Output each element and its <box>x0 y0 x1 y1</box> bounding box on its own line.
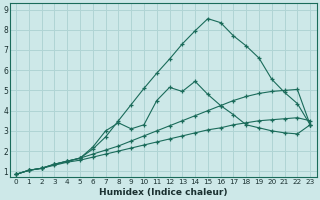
X-axis label: Humidex (Indice chaleur): Humidex (Indice chaleur) <box>99 188 228 197</box>
